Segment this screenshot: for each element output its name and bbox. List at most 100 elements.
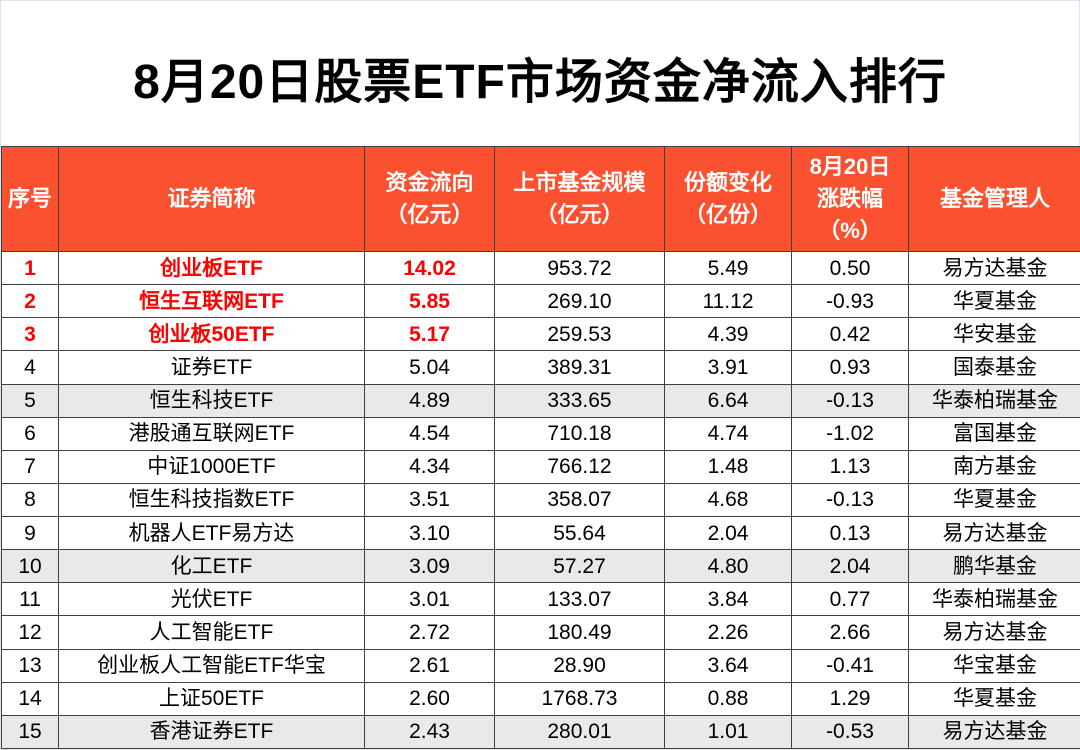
flow-cell: 2.43: [364, 714, 495, 750]
share-change-cell: 3.84: [664, 582, 792, 617]
manager-cell: 易方达基金: [908, 714, 1080, 750]
pct-change-cell: -0.53: [791, 714, 909, 750]
manager-cell: 易方达基金: [908, 615, 1080, 650]
title-bar: 8月20日股票ETF市场资金净流入排行: [1, 1, 1079, 146]
header-security-name: 证券简称: [58, 146, 365, 252]
name-cell: 证券ETF: [58, 350, 365, 385]
flow-cell: 3.09: [364, 549, 495, 584]
name-cell: 人工智能ETF: [58, 615, 365, 650]
pct-change-cell: -0.93: [791, 284, 909, 319]
table-row: 6 港股通互联网ETF 4.54 710.18 4.74 -1.02 富国基金: [1, 416, 1080, 451]
manager-cell: 富国基金: [908, 416, 1080, 451]
share-change-cell: 11.12: [664, 284, 792, 319]
scale-cell: 133.07: [494, 582, 665, 617]
table-row: 7 中证1000ETF 4.34 766.12 1.48 1.13 南方基金: [1, 449, 1080, 484]
rank-cell: 8: [1, 482, 59, 518]
scale-cell: 259.53: [494, 317, 665, 352]
pct-change-cell: 2.04: [791, 549, 909, 584]
name-cell: 上证50ETF: [58, 681, 365, 716]
rank-cell: 12: [1, 615, 59, 650]
pct-change-cell: 1.29: [791, 681, 909, 716]
flow-cell: 4.54: [364, 416, 495, 451]
manager-cell: 华宝基金: [908, 648, 1080, 683]
table-header-row: 序号 证券简称 资金流向 （亿元） 上市基金规模 （亿元） 份额变化 （亿份） …: [1, 146, 1080, 252]
share-change-cell: 2.04: [664, 515, 792, 551]
rank-cell: 4: [1, 350, 59, 385]
rank-cell: 11: [1, 582, 59, 617]
table-row: 15 香港证券ETF 2.43 280.01 1.01 -0.53 易方达基金: [1, 714, 1080, 750]
flow-cell: 4.89: [364, 383, 495, 418]
rank-cell: 9: [1, 515, 59, 551]
rank-cell: 7: [1, 449, 59, 484]
manager-cell: 易方达基金: [908, 250, 1080, 286]
share-change-cell: 1.48: [664, 449, 792, 484]
table-row: 9 机器人ETF易方达 3.10 55.64 2.04 0.13 易方达基金: [1, 515, 1080, 551]
header-pct-change: 8月20日 涨跌幅 （%）: [791, 146, 909, 252]
rank-cell: 6: [1, 416, 59, 451]
name-cell: 恒生科技ETF: [58, 383, 365, 418]
share-change-cell: 2.26: [664, 615, 792, 650]
table-body: 1 创业板ETF 14.02 953.72 5.49 0.50 易方达基金 2 恒生互联网ETF…: [1, 250, 1080, 750]
share-change-cell: 4.74: [664, 416, 792, 451]
pct-change-cell: -1.02: [791, 416, 909, 451]
table-row: 10 化工ETF 3.09 57.27 4.80 2.04 鹏华基金: [1, 549, 1080, 584]
manager-cell: 华安基金: [908, 317, 1080, 352]
share-change-cell: 6.64: [664, 383, 792, 418]
scale-cell: 358.07: [494, 482, 665, 518]
header-fund-manager: 基金管理人: [908, 146, 1080, 252]
rank-cell: 2: [1, 284, 59, 319]
pct-change-cell: 0.42: [791, 317, 909, 352]
name-cell: 港股通互联网ETF: [58, 416, 365, 451]
scale-cell: 269.10: [494, 284, 665, 319]
share-change-cell: 5.49: [664, 250, 792, 286]
flow-cell: 5.17: [364, 317, 495, 352]
scale-cell: 280.01: [494, 714, 665, 750]
pct-change-cell: -0.13: [791, 383, 909, 418]
scale-cell: 389.31: [494, 350, 665, 385]
manager-cell: 南方基金: [908, 449, 1080, 484]
page-title: 8月20日股票ETF市场资金净流入排行: [133, 55, 947, 109]
table-row: 14 上证50ETF 2.60 1768.73 0.88 1.29 华夏基金: [1, 681, 1080, 716]
pct-change-cell: 2.66: [791, 615, 909, 650]
scale-cell: 710.18: [494, 416, 665, 451]
header-fund-flow: 资金流向 （亿元）: [364, 146, 495, 252]
share-change-cell: 4.68: [664, 482, 792, 518]
name-cell: 机器人ETF易方达: [58, 515, 365, 551]
scale-cell: 28.90: [494, 648, 665, 683]
flow-cell: 5.85: [364, 284, 495, 319]
table-row: 5 恒生科技ETF 4.89 333.65 6.64 -0.13 华泰柏瑞基金: [1, 383, 1080, 418]
name-cell: 香港证券ETF: [58, 714, 365, 750]
name-cell: 化工ETF: [58, 549, 365, 584]
pct-change-cell: 0.93: [791, 350, 909, 385]
name-cell: 恒生科技指数ETF: [58, 482, 365, 518]
header-share-change: 份额变化 （亿份）: [664, 146, 792, 252]
share-change-cell: 3.91: [664, 350, 792, 385]
flow-cell: 5.04: [364, 350, 495, 385]
share-change-cell: 3.64: [664, 648, 792, 683]
flow-cell: 2.61: [364, 648, 495, 683]
manager-cell: 华夏基金: [908, 284, 1080, 319]
table-row: 8 恒生科技指数ETF 3.51 358.07 4.68 -0.13 华夏基金: [1, 482, 1080, 518]
scale-cell: 57.27: [494, 549, 665, 584]
flow-cell: 2.60: [364, 681, 495, 716]
pct-change-cell: 0.77: [791, 582, 909, 617]
table-row: 11 光伏ETF 3.01 133.07 3.84 0.77 华泰柏瑞基金: [1, 582, 1080, 617]
table-row: 2 恒生互联网ETF 5.85 269.10 11.12 -0.93 华夏基金: [1, 284, 1080, 319]
name-cell: 中证1000ETF: [58, 449, 365, 484]
table-row: 4 证券ETF 5.04 389.31 3.91 0.93 国泰基金: [1, 350, 1080, 385]
rank-cell: 14: [1, 681, 59, 716]
pct-change-cell: -0.13: [791, 482, 909, 518]
rank-cell: 1: [1, 250, 59, 286]
header-rank: 序号: [1, 146, 59, 252]
rank-cell: 13: [1, 648, 59, 683]
pct-change-cell: 0.13: [791, 515, 909, 551]
scale-cell: 180.49: [494, 615, 665, 650]
pct-change-cell: 1.13: [791, 449, 909, 484]
name-cell: 创业板50ETF: [58, 317, 365, 352]
rank-cell: 15: [1, 714, 59, 750]
share-change-cell: 1.01: [664, 714, 792, 750]
header-fund-scale: 上市基金规模 （亿元）: [494, 146, 665, 252]
table-row: 12 人工智能ETF 2.72 180.49 2.26 2.66 易方达基金: [1, 615, 1080, 650]
rank-cell: 10: [1, 549, 59, 584]
